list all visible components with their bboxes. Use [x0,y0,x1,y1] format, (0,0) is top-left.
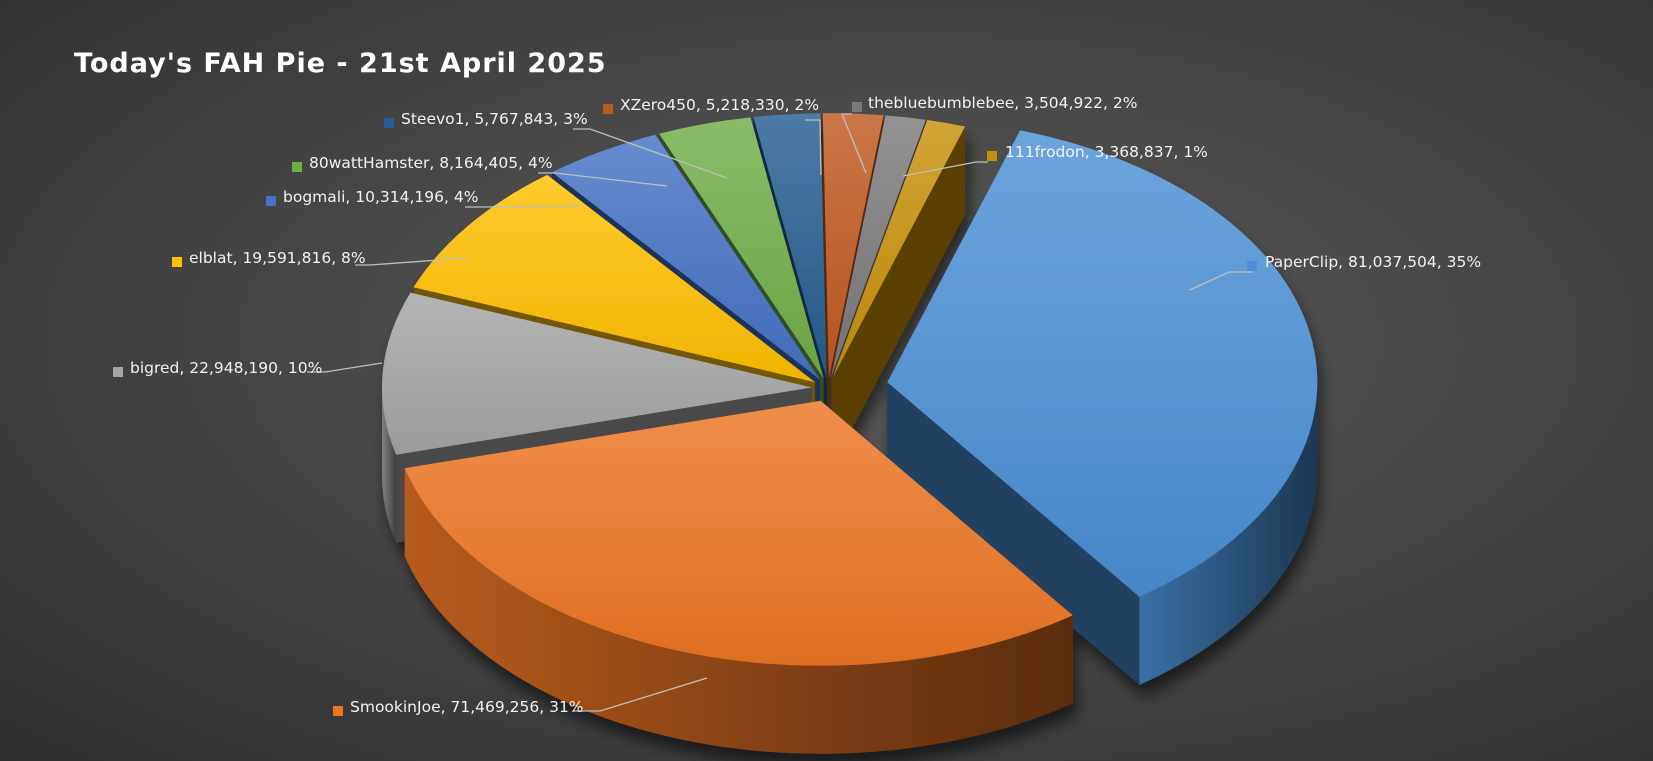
slice-side-paperclip [1139,382,1318,685]
data-label-steevo1: Steevo1, 5,767,843, 3% [401,110,588,128]
chart-title: Today's FAH Pie - 21st April 2025 [74,48,607,79]
data-label-thebluebumblebee: thebluebumblebee, 3,504,922, 2% [868,94,1138,112]
slice-top-steevo1 [753,113,827,379]
slice-top-thebluebumblebee [830,115,926,379]
slice-top-smookinjoe [404,400,1073,666]
data-labels: PaperClip, 81,037,504, 35% SmookinJoe, 71… [113,94,1481,716]
label-swatch-bigred [113,367,123,377]
leader-line-xzero450 [805,119,822,176]
slice-top-80watthamster [659,117,824,379]
data-label-bogmali: bogmali, 10,314,196, 4% [283,188,478,206]
label-swatch-elblat [172,257,182,267]
label-swatch-xzero450 [603,104,613,114]
data-label-smookinjoe: SmookinJoe, 71,469,256, 31% [350,698,584,716]
label-swatch-smookinjoe [333,706,343,716]
slice-side-bigred [382,387,397,543]
data-label-elblat: elblat, 19,591,816, 8% [189,249,366,267]
slice-top-xzero450 [822,113,884,379]
leader-line-smookinjoe [573,677,708,712]
leader-line-111frodon [902,161,988,177]
data-label-xzero450: XZero450, 5,218,330, 2% [620,96,819,114]
slice-wall-paperclip-1 [887,382,1140,685]
slice-top-elblat [413,174,816,383]
slice-top-paperclip [887,130,1318,597]
slice-top-111frodon [832,120,966,379]
slice-smookinjoe [404,400,1073,754]
leader-line-steevo1 [573,128,728,179]
leader-line-80watthamster [538,172,668,187]
label-swatch-paperclip [1247,261,1257,271]
label-swatch-80watthamster [292,162,302,172]
data-label-bigred: bigred, 22,948,190, 10% [130,359,322,377]
slice-wall-xzero450-0 [822,113,829,467]
pie-body [381,113,1318,754]
slice-111frodon [832,120,966,467]
leader-line-thebluebumblebee [841,113,867,174]
leader-line-bigred [307,362,383,373]
label-swatch-thebluebumblebee [852,102,862,112]
data-label-111frodon: 111frodon, 3,368,837, 1% [1005,143,1208,161]
leader-line-paperclip [1189,271,1253,291]
slice-side-smookinjoe [404,468,1073,754]
label-swatch-bogmali [266,196,276,206]
leader-line-elblat [355,257,468,266]
slice-wall-111frodon-1 [832,126,966,467]
label-swatch-111frodon [987,151,997,161]
slice-paperclip [887,130,1318,685]
leader-line-bogmali [465,205,582,208]
data-label-80watthamster: 80wattHamster, 8,164,405, 4% [309,154,553,172]
label-swatch-steevo1 [384,118,394,128]
slice-top-bigred [381,292,812,455]
slice-top-bogmali [552,134,820,380]
data-label-paperclip: PaperClip, 81,037,504, 35% [1265,253,1481,271]
